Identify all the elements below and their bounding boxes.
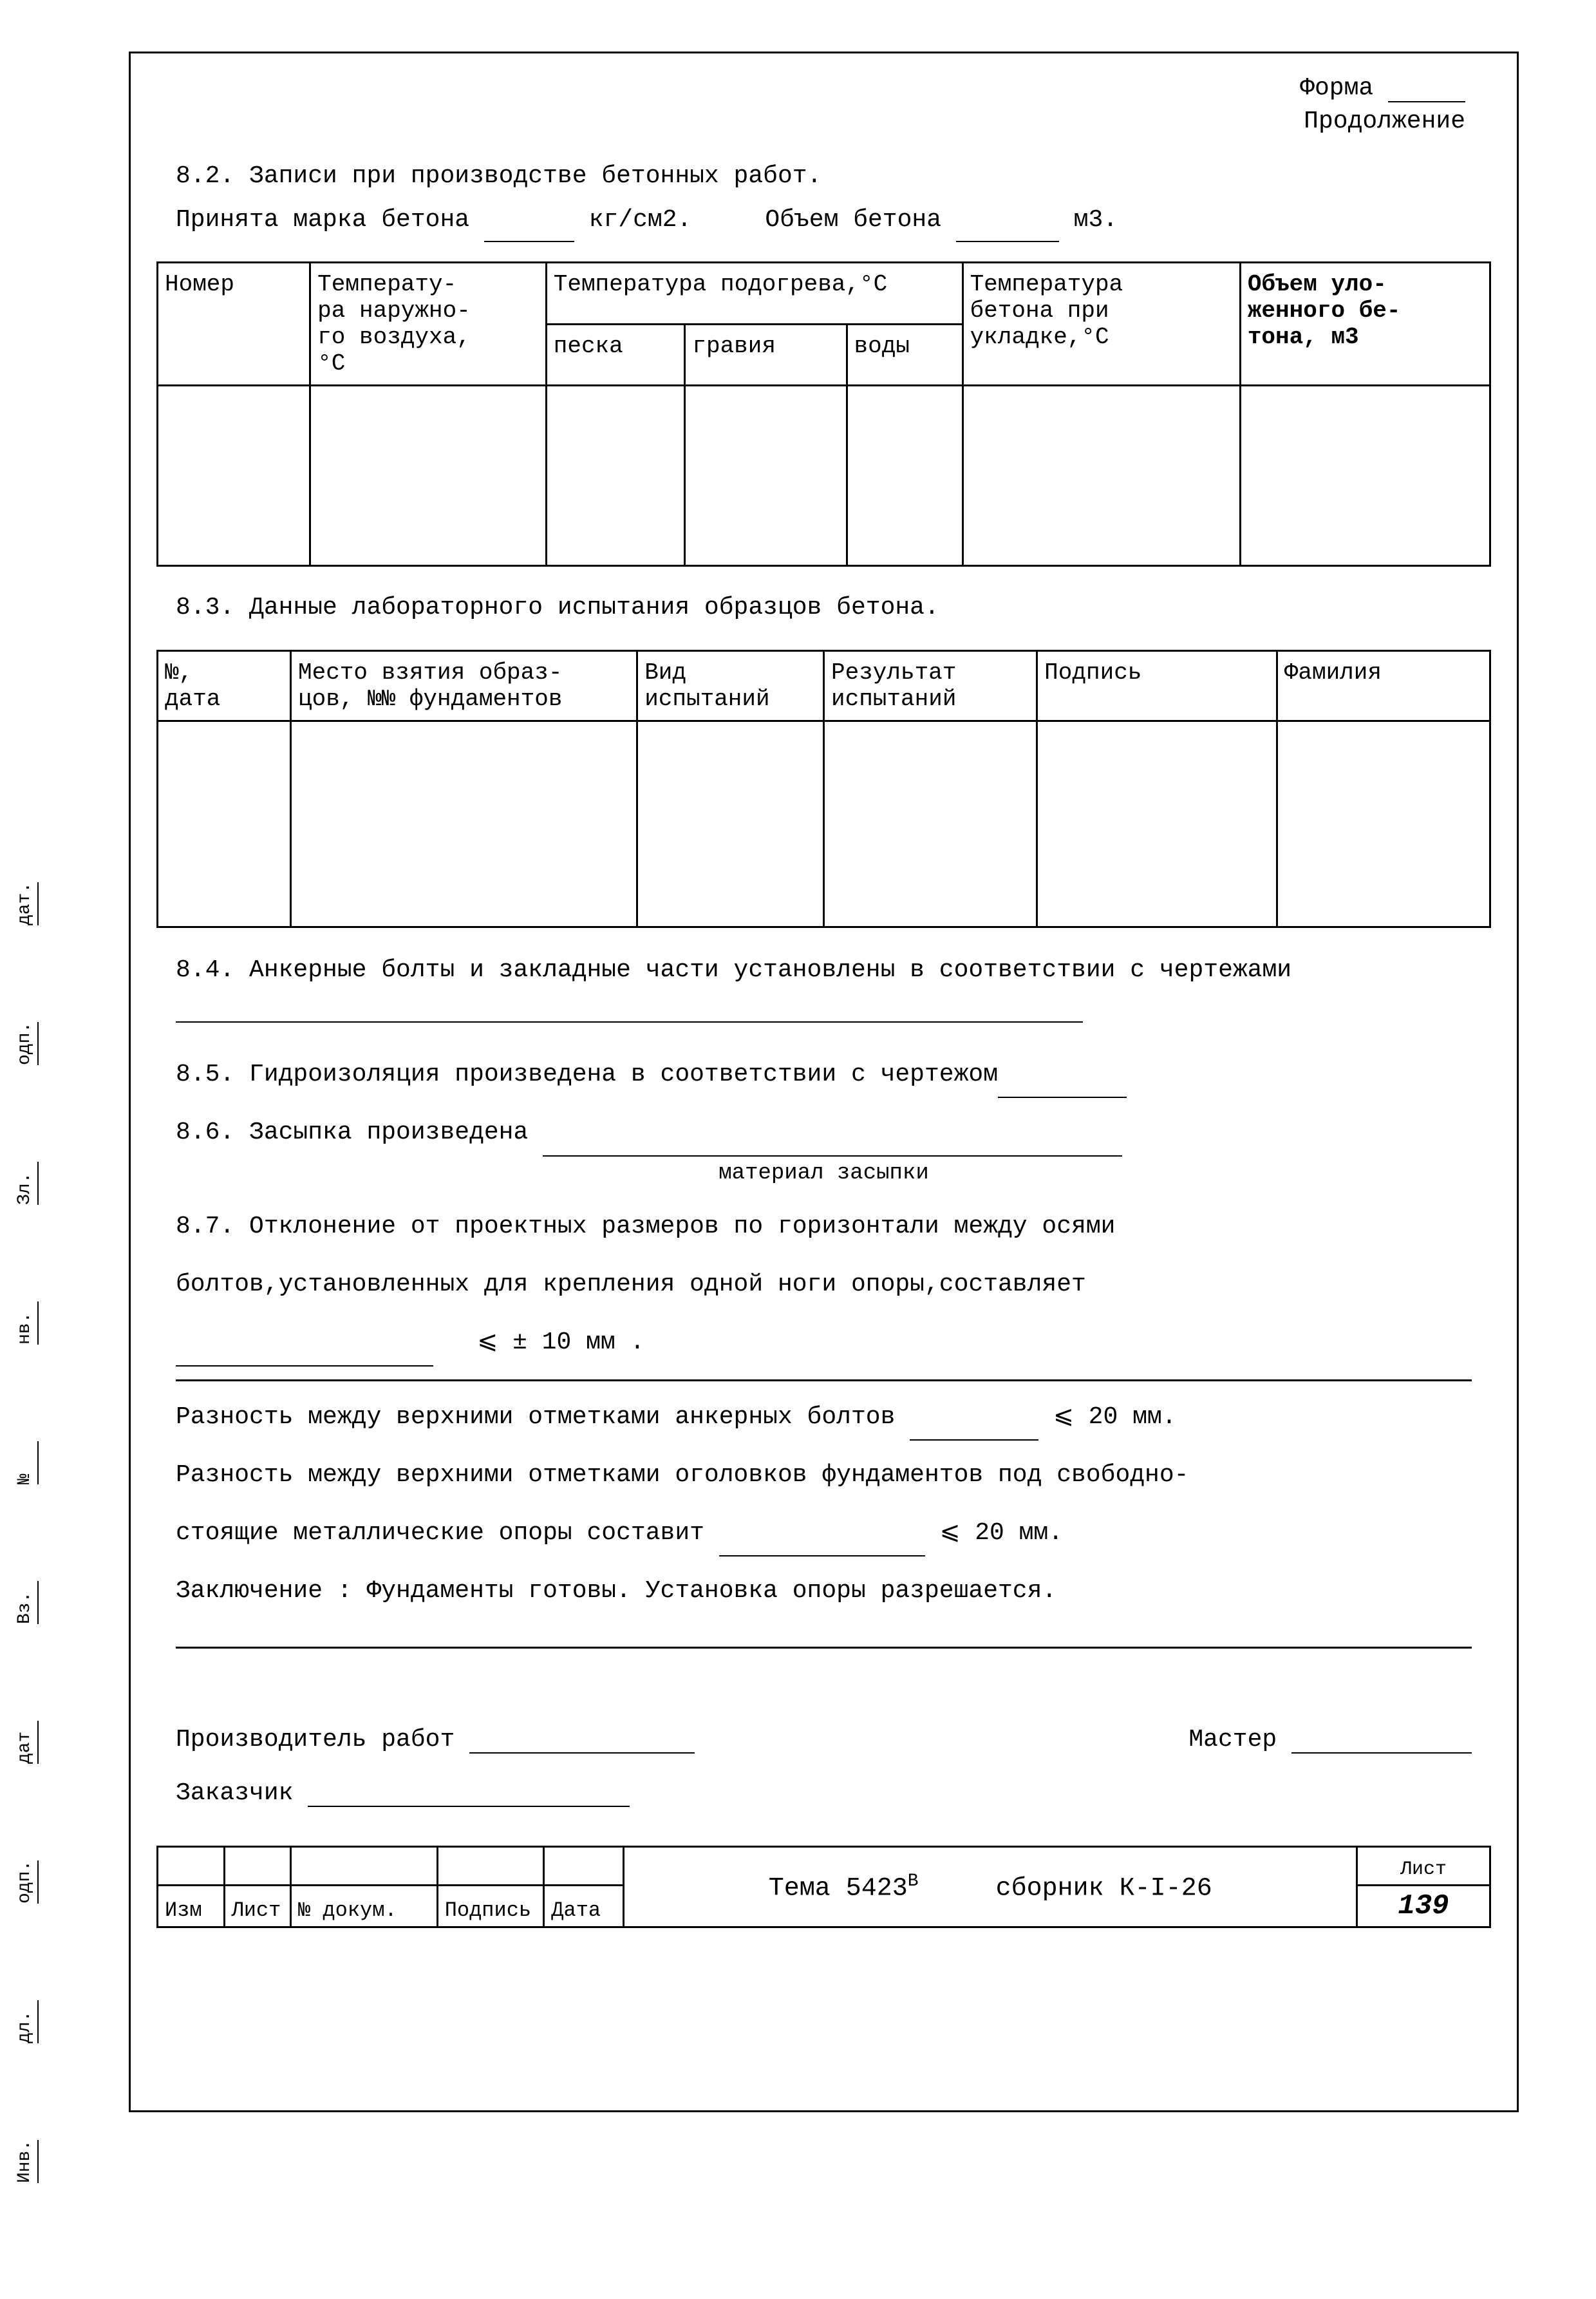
margin-label: № [15, 1441, 39, 1484]
section-8-7-r1b: ⩽ 20 мм. [1053, 1403, 1176, 1431]
producer-label: Производитель работ [176, 1726, 455, 1754]
margin-label: дат. [15, 882, 39, 925]
th-place: Место взятия образ- цов, №№ фундаментов [291, 650, 637, 721]
th-gravel: гравия [685, 324, 847, 386]
footer-collection: сборник К-I-26 [996, 1874, 1212, 1903]
footer-col-sign: Подпись [437, 1886, 544, 1927]
footer-col-izm: Изм [158, 1886, 225, 1927]
section-8-2-unit1: кг/см2. [589, 206, 692, 234]
th-nn: №, дата [158, 650, 291, 721]
page-frame: Форма Продолжение 8.2. Записи при произв… [129, 52, 1519, 2112]
th-sand: песка [546, 324, 685, 386]
section-8-7-value: ⩽ ± 10 мм . [477, 1329, 644, 1356]
footer-theme-sup: В [908, 1871, 919, 1891]
customer-label: Заказчик [176, 1779, 293, 1807]
margin-label: одп. [15, 1860, 39, 1904]
section-8-3: 8.3. Данные лабораторного испытания обра… [176, 586, 1491, 630]
th-temp-concrete: Температура бетона при укладке,°С [962, 263, 1240, 386]
margin-label: нв. [15, 1301, 39, 1345]
section-8-7-line1: 8.7. Отклонение от проектных размеров по… [176, 1204, 1472, 1250]
margin-label: Зл. [15, 1162, 39, 1205]
section-8-2-title: 8.2. Записи при производстве бетонных ра… [176, 155, 1491, 198]
table-row [158, 386, 1490, 566]
binding-margin-labels: дат. одп. Зл. нв. № Вз. дат одп. дл. Инв… [39, 902, 82, 2299]
margin-label: дат [15, 1721, 39, 1764]
th-water: воды [847, 324, 962, 386]
th-temp-air: Температу- ра наружно- го воздуха, °С [310, 263, 547, 386]
body-sections: 8.4. Анкерные болты и закладные части ус… [176, 947, 1472, 1649]
form-label: Форма [1300, 75, 1373, 102]
margin-label: дл. [15, 2000, 39, 2043]
section-8-7-r3a: стоящие металлические опоры составит [176, 1519, 704, 1547]
table-lab-tests: №, дата Место взятия образ- цов, №№ фунд… [156, 650, 1491, 928]
conclusion-text: Заключение : Фундаменты готовы. Установк… [176, 1568, 1472, 1614]
footer-col-date: Дата [544, 1886, 624, 1927]
footer-list-label: Лист [1357, 1847, 1490, 1886]
th-sign: Подпись [1037, 650, 1277, 721]
section-8-7-line2: болтов,установленных для крепления одной… [176, 1262, 1472, 1308]
section-8-2-unit2: м3. [1074, 206, 1118, 234]
section-8-5-text: 8.5. Гидроизоляция произведена в соответ… [176, 1061, 998, 1088]
header-block: Форма Продолжение [156, 73, 1491, 135]
footer-col-docnum: № докум. [291, 1886, 438, 1927]
section-8-7-r2: Разность между верхними отметками оголов… [176, 1452, 1472, 1499]
section-8-6-text: 8.6. Засыпка произведена [176, 1119, 528, 1146]
section-8-7-r1a: Разность между верхними отметками анкерн… [176, 1403, 895, 1431]
section-8-2-line-b: Объем бетона [765, 206, 941, 234]
margin-label: Инв. [15, 2140, 39, 2183]
th-volume: Объем уло- женного бе- тона, м3 [1248, 271, 1401, 350]
section-8-3-title: 8.3. Данные лабораторного испытания обра… [176, 586, 1491, 630]
footer-theme: Тема 5423 [769, 1874, 908, 1903]
title-block-footer: Тема 5423В сборник К-I-26 Лист Изм Лист … [156, 1846, 1491, 1928]
th-nomer: Номер [158, 263, 310, 386]
section-8-6-sublabel: материал засыпки [176, 1153, 1472, 1195]
th-name: Фамилия [1277, 650, 1490, 721]
th-result: Результат испытаний [823, 650, 1037, 721]
continuation-label: Продолжение [156, 108, 1465, 135]
margin-label: одп. [15, 1022, 39, 1065]
table-row [158, 721, 1490, 927]
th-temp-heat: Температура подогрева,°С [546, 263, 962, 325]
page-number: 139 [1357, 1886, 1490, 1927]
section-8-2: 8.2. Записи при производстве бетонных ра… [176, 155, 1491, 243]
signatures-block: Производитель работ Мастер Заказчик [176, 1726, 1472, 1807]
th-type: Вид испытаний [637, 650, 824, 721]
margin-label: Вз. [15, 1581, 39, 1624]
table-concrete-records: Номер Температу- ра наружно- го воздуха,… [156, 261, 1491, 567]
master-label: Мастер [1188, 1726, 1277, 1754]
section-8-4-text: 8.4. Анкерные болты и закладные части ус… [176, 956, 1291, 984]
footer-col-list: Лист [224, 1886, 291, 1927]
section-8-7-r3b: ⩽ 20 мм. [940, 1519, 1063, 1547]
section-8-2-line-a: Принята марка бетона [176, 206, 469, 234]
